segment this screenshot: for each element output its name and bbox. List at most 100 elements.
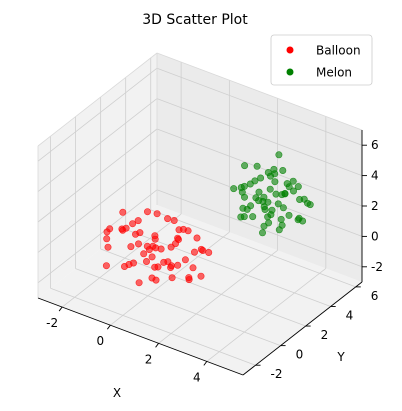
melon-point xyxy=(271,170,279,178)
y-tick-label: 6 xyxy=(371,289,379,303)
y-grid-line-floor xyxy=(125,229,331,307)
pane-edge xyxy=(156,52,363,131)
y-grid-line-floor xyxy=(50,287,256,366)
pane-edge xyxy=(37,52,158,147)
y-tick-label: 2 xyxy=(321,328,329,342)
melon-point xyxy=(230,185,238,193)
melon-point xyxy=(278,191,286,199)
melon-point xyxy=(303,199,311,207)
z-grid-line-left xyxy=(37,67,158,162)
balloon-point xyxy=(122,224,130,232)
balloon-point xyxy=(174,261,182,269)
balloon-point xyxy=(168,274,176,282)
x-grid-line-floor xyxy=(61,213,182,308)
balloon-point xyxy=(181,256,189,264)
melon-point xyxy=(260,193,268,201)
melon-point xyxy=(257,174,265,182)
balloon-point xyxy=(193,234,201,242)
balloon-point xyxy=(148,274,156,282)
legend-marker-balloon xyxy=(286,46,294,54)
melon-point xyxy=(255,197,263,205)
z-tick-label: 0 xyxy=(371,229,379,243)
melon-point xyxy=(268,206,276,214)
y-grid-line-floor xyxy=(75,268,281,347)
balloon-point xyxy=(172,240,180,248)
balloon-point xyxy=(103,235,111,243)
balloon-point xyxy=(143,257,151,265)
melon-point xyxy=(294,183,302,191)
axis-ticks: -2 0 2 4 -2 0 2 4 6 -2 0 2 4 6 xyxy=(46,138,383,384)
x-tick-label: 4 xyxy=(193,370,201,384)
melon-point xyxy=(285,211,293,219)
melon-point xyxy=(239,204,247,212)
melon-point xyxy=(275,151,283,159)
melon-point xyxy=(289,177,297,185)
balloon-point xyxy=(205,249,213,257)
melon-point xyxy=(240,182,248,190)
melon-point xyxy=(253,162,261,170)
chart-title: 3D Scatter Plot xyxy=(142,12,248,28)
z-grid-line-back xyxy=(156,189,363,268)
x-tick-mark xyxy=(203,361,208,366)
z-grid-line-back xyxy=(156,98,363,176)
floor-pane xyxy=(38,205,362,375)
balloon-point xyxy=(151,232,159,240)
balloon-point xyxy=(127,243,135,251)
melon-point xyxy=(255,188,263,196)
y-grid-line-floor xyxy=(150,209,356,288)
x-grid-line-floor xyxy=(206,268,327,362)
y-axis-label: Y xyxy=(336,350,345,364)
melon-point xyxy=(241,193,249,201)
melon-point xyxy=(285,183,293,191)
x-grid-line-floor xyxy=(158,249,278,344)
z-tick-label: 2 xyxy=(371,199,379,213)
balloon-point xyxy=(129,220,137,228)
balloon-point xyxy=(134,217,142,225)
balloon-point xyxy=(191,248,199,256)
balloon-point xyxy=(140,250,148,258)
balloon-point xyxy=(135,240,143,248)
melon-point xyxy=(289,187,297,195)
balloon-point xyxy=(144,208,152,216)
melon-point xyxy=(271,178,279,186)
balloon-point xyxy=(157,245,165,253)
legend-label-melon: Melon xyxy=(316,66,352,80)
z-grid-line-left xyxy=(37,128,158,223)
y-axis-line xyxy=(242,281,363,376)
melon-point xyxy=(261,206,269,214)
melon-point xyxy=(258,229,266,237)
melon-point xyxy=(246,180,254,188)
melon-point xyxy=(240,213,248,221)
legend-label-balloon: Balloon xyxy=(316,44,361,58)
x-tick-label: 0 xyxy=(97,334,105,348)
axis-edges xyxy=(37,52,363,376)
z-grid-line-left xyxy=(37,189,158,284)
x-tick-label: 2 xyxy=(145,352,153,366)
balloon-point xyxy=(102,262,110,270)
melon-point xyxy=(266,185,274,193)
x-tick-mark xyxy=(106,324,111,330)
balloon-point xyxy=(197,245,205,253)
z-tick-label: 6 xyxy=(371,138,379,152)
balloon-point xyxy=(170,217,178,225)
balloon-point xyxy=(148,253,156,261)
x-axis-label: X xyxy=(113,386,121,400)
y-tick-label: 4 xyxy=(346,308,354,322)
balloon-point xyxy=(184,227,192,235)
melon-point xyxy=(265,219,273,227)
balloon-point xyxy=(103,228,111,236)
legend: Balloon Melon xyxy=(270,34,373,86)
balloon-point xyxy=(151,263,159,271)
legend-marker-melon xyxy=(286,68,294,76)
z-grid-line-back xyxy=(156,67,363,146)
y-tick-label: 0 xyxy=(296,348,304,362)
data-points xyxy=(102,151,314,287)
balloon-point xyxy=(153,210,161,218)
melon-point xyxy=(299,217,307,225)
melon-point xyxy=(249,213,257,221)
melon-point xyxy=(279,167,287,175)
x-axis-line xyxy=(37,297,244,376)
balloon-point xyxy=(160,258,168,266)
legend-frame xyxy=(270,34,373,86)
